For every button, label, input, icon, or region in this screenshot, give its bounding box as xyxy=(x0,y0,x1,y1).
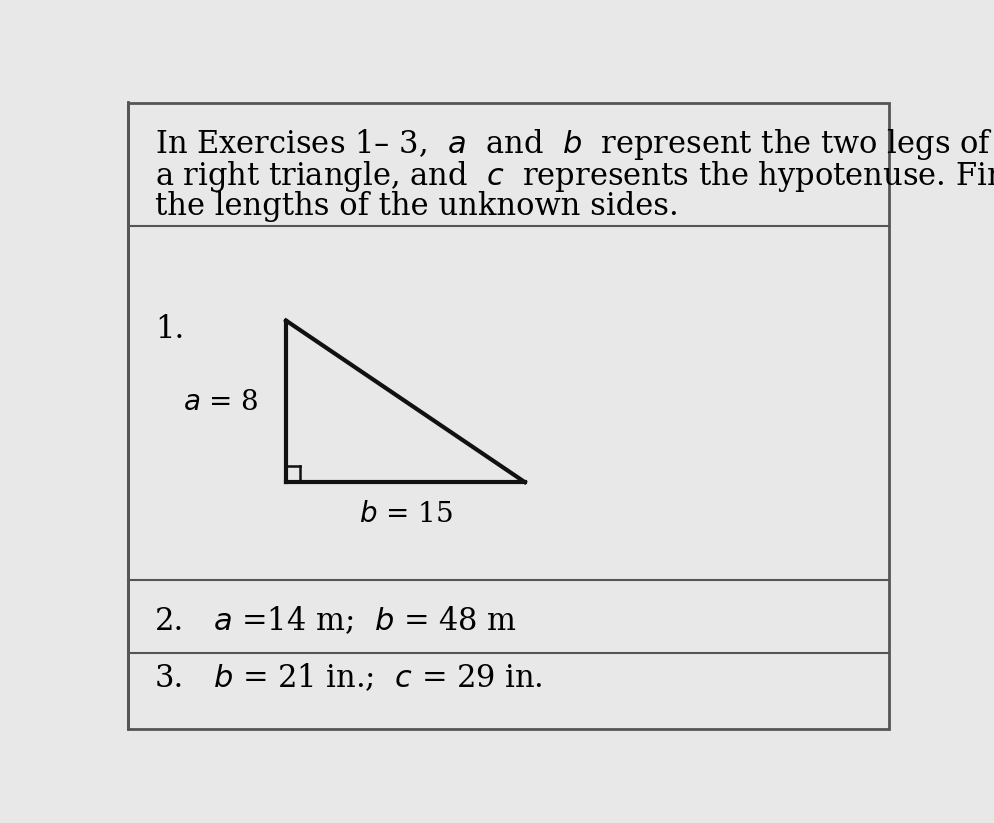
Text: $b$ = 15: $b$ = 15 xyxy=(359,501,452,528)
Text: 1.: 1. xyxy=(155,314,184,345)
Text: In Exercises 1– 3,  $a$  and  $b$  represent the two legs of: In Exercises 1– 3, $a$ and $b$ represent… xyxy=(155,128,993,162)
Text: $a$ = 8: $a$ = 8 xyxy=(184,389,259,416)
Text: a right triangle, and  $c$  represents the hypotenuse. Find: a right triangle, and $c$ represents the… xyxy=(155,159,994,194)
Text: 3.: 3. xyxy=(155,663,184,694)
Text: 2.: 2. xyxy=(155,606,184,637)
Text: $b$ = 21 in.;  $c$ = 29 in.: $b$ = 21 in.; $c$ = 29 in. xyxy=(213,663,543,695)
Text: the lengths of the unknown sides.: the lengths of the unknown sides. xyxy=(155,191,679,221)
Text: $a$ =14 m;  $b$ = 48 m: $a$ =14 m; $b$ = 48 m xyxy=(213,606,517,638)
